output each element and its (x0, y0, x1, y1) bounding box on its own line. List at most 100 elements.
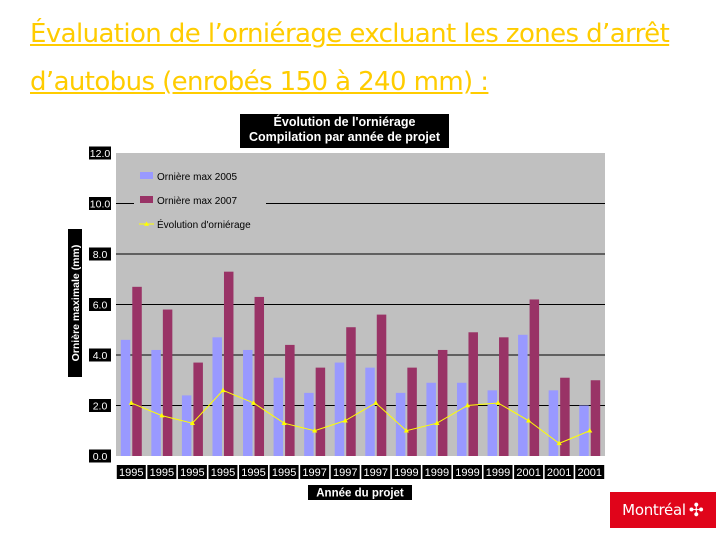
y-tick-label-bg (89, 146, 111, 160)
x-tick-label-bg (330, 465, 360, 479)
y-axis-label-bg (68, 229, 82, 377)
x-tick-label-bg (269, 465, 299, 479)
line-point (128, 400, 134, 405)
x-tick-label-text: 2001 (516, 467, 540, 479)
x-axis-label-bg (308, 485, 412, 500)
x-axis-label-text: Année du projet (316, 488, 404, 500)
x-tick-label: 1999 (452, 465, 482, 479)
x-tick-label: 1995 (147, 465, 177, 479)
plot-layer (116, 153, 605, 456)
y-tick-label: 0.0 (89, 449, 111, 463)
bar (223, 271, 234, 456)
chart-title-line-1: Évolution de l'orniérage (273, 115, 416, 129)
x-tick-label: 2001 (514, 465, 544, 479)
bar (304, 392, 314, 456)
bar (120, 339, 131, 456)
x-tick-label-bg (208, 465, 238, 479)
bar (365, 367, 375, 456)
y-tick-label-bg (89, 298, 111, 311)
x-tick-label-bg (483, 465, 513, 479)
legend-label: Évolution d'orniérage (157, 218, 251, 231)
line-point (556, 440, 562, 446)
line-point (250, 400, 257, 405)
y-axis-label: Ornière maximale (mm) (68, 229, 82, 377)
x-tick-label: 1997 (330, 465, 360, 479)
y-tick-label: 8.0 (89, 247, 111, 261)
y-tick-label-text: 6.0 (93, 299, 108, 311)
x-tick-label: 1999 (391, 465, 421, 479)
bar (468, 332, 478, 456)
line-point (495, 400, 501, 405)
x-tick-label-bg (514, 465, 544, 479)
x-tick-label-text: 1995 (119, 467, 143, 479)
x-tick-label: 1995 (177, 465, 207, 479)
y-tick-label: 10.0 (89, 197, 111, 210)
x-tick-label-text: 2001 (577, 467, 601, 479)
x-tick-label: 1999 (483, 465, 513, 479)
x-tick-label-text: 1995 (272, 467, 296, 479)
line-point (587, 428, 593, 433)
legend-swatch (140, 172, 153, 179)
line-point (464, 402, 471, 408)
bar (132, 286, 142, 456)
bar (529, 299, 540, 456)
bar (426, 382, 436, 456)
bar (162, 309, 173, 456)
x-tick-label-bg (177, 465, 207, 479)
slide-title: Évaluation de l’orniérage excluant les z… (30, 19, 670, 97)
x-tick-label-text: 1999 (486, 467, 510, 479)
y-tick-label: 6.0 (89, 298, 111, 311)
x-tick-label: 1995 (239, 465, 269, 479)
y-tick-label-bg (89, 348, 111, 362)
x-tick-label: 1997 (300, 465, 330, 479)
y-tick-label: 4.0 (89, 348, 111, 362)
y-tick-label-bg (89, 449, 111, 463)
bar (376, 314, 387, 456)
chart: 0.0 2.0 4.0 6.0 8.0 10.0 12.0 Ornière maximale … (68, 146, 605, 500)
x-tick-label-bg (422, 465, 452, 479)
bar (346, 327, 356, 456)
x-tick-label-text: 1999 (394, 467, 418, 479)
legend: Ornière max 2005 Ornière max 2007 Évolutio… (134, 166, 266, 240)
y-tick-label-bg (89, 399, 111, 412)
bar (437, 349, 448, 456)
y-tick-label-text: 2.0 (93, 400, 108, 412)
x-tick-label-bg (452, 465, 482, 479)
line-point (312, 428, 318, 433)
x-tick-label: 2001 (575, 465, 605, 479)
y-tick-label-bg (89, 247, 111, 261)
bar (518, 334, 528, 456)
bar (395, 392, 406, 456)
line-point (434, 420, 440, 425)
x-tick-label-bg (147, 465, 177, 479)
line-point (342, 418, 348, 423)
x-tick-label-text: 2001 (547, 467, 571, 479)
bar (579, 405, 589, 456)
bar (315, 367, 326, 456)
line-point (159, 413, 165, 418)
legend-swatch (140, 196, 153, 203)
y-tick-label: 2.0 (89, 399, 111, 412)
y-tick-label-text: 12.0 (90, 148, 111, 160)
bar (334, 362, 345, 456)
line-point (373, 400, 379, 405)
x-tick-label-bg (575, 465, 605, 479)
x-tick-label-text: 1995 (211, 467, 235, 479)
x-tick-label-text: 1999 (425, 467, 449, 479)
x-tick-label-bg (544, 465, 574, 479)
bar (487, 390, 498, 456)
bar (407, 367, 417, 456)
x-tick-label-bg (391, 465, 421, 479)
series-line (131, 389, 590, 444)
logo-text: Montréal (622, 501, 686, 519)
x-tick-label-text: 1995 (150, 467, 174, 479)
y-tick-label-text: 10.0 (90, 198, 111, 210)
bar (181, 395, 192, 456)
x-tick-label: 1995 (269, 465, 299, 479)
bar (254, 296, 265, 456)
axis-layer: 0.0 2.0 4.0 6.0 8.0 10.0 12.0 Ornière maximale … (68, 146, 605, 500)
bar (456, 382, 467, 456)
line-point (220, 387, 226, 393)
bar (499, 337, 509, 456)
x-tick-label: 1995 (116, 465, 146, 479)
